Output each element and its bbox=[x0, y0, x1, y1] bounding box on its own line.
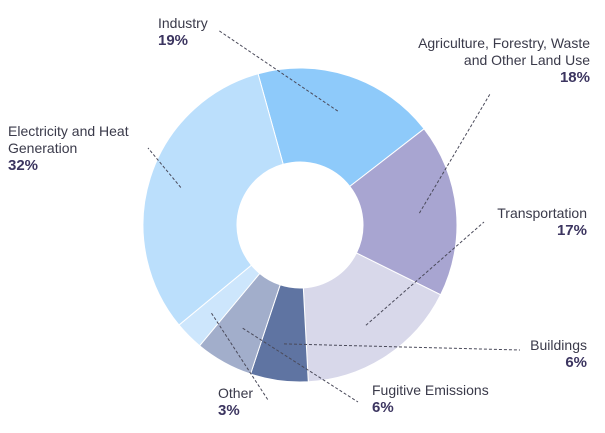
slice-label: Agriculture, Forestry, Waste bbox=[418, 35, 590, 51]
slice-label: Generation bbox=[8, 140, 77, 156]
slice-transportation bbox=[302, 252, 442, 383]
leader-line bbox=[217, 29, 339, 112]
slice-agriculture-forestry-waste bbox=[349, 128, 458, 296]
leader-line bbox=[365, 221, 485, 326]
slice-label: Electricity and Heat bbox=[8, 123, 129, 139]
leader-lines-group bbox=[147, 29, 521, 403]
slice-value-label: 32% bbox=[8, 157, 38, 174]
slice-label: Industry bbox=[158, 15, 208, 31]
slice-label: Transportation bbox=[497, 205, 587, 221]
leader-line bbox=[283, 343, 521, 351]
leader-line bbox=[242, 327, 359, 403]
slice-label: Fugitive Emissions bbox=[372, 382, 489, 398]
slice-industry bbox=[257, 67, 425, 188]
leader-line bbox=[418, 93, 491, 214]
slice-label: Other bbox=[218, 385, 253, 401]
slice-value-label: 6% bbox=[372, 399, 394, 416]
slice-label: Buildings bbox=[530, 337, 587, 353]
leader-line bbox=[147, 147, 182, 188]
slice-value-label: 19% bbox=[158, 32, 188, 49]
slices-group bbox=[142, 67, 458, 383]
slice-electricity-and-heat bbox=[142, 73, 284, 326]
slice-value-label: 3% bbox=[218, 402, 240, 419]
slice-value-label: 6% bbox=[565, 354, 587, 371]
leader-line bbox=[211, 312, 269, 401]
slice-value-label: 18% bbox=[560, 69, 590, 86]
slice-label: and Other Land Use bbox=[464, 52, 590, 68]
slice-value-label: 17% bbox=[557, 222, 587, 239]
